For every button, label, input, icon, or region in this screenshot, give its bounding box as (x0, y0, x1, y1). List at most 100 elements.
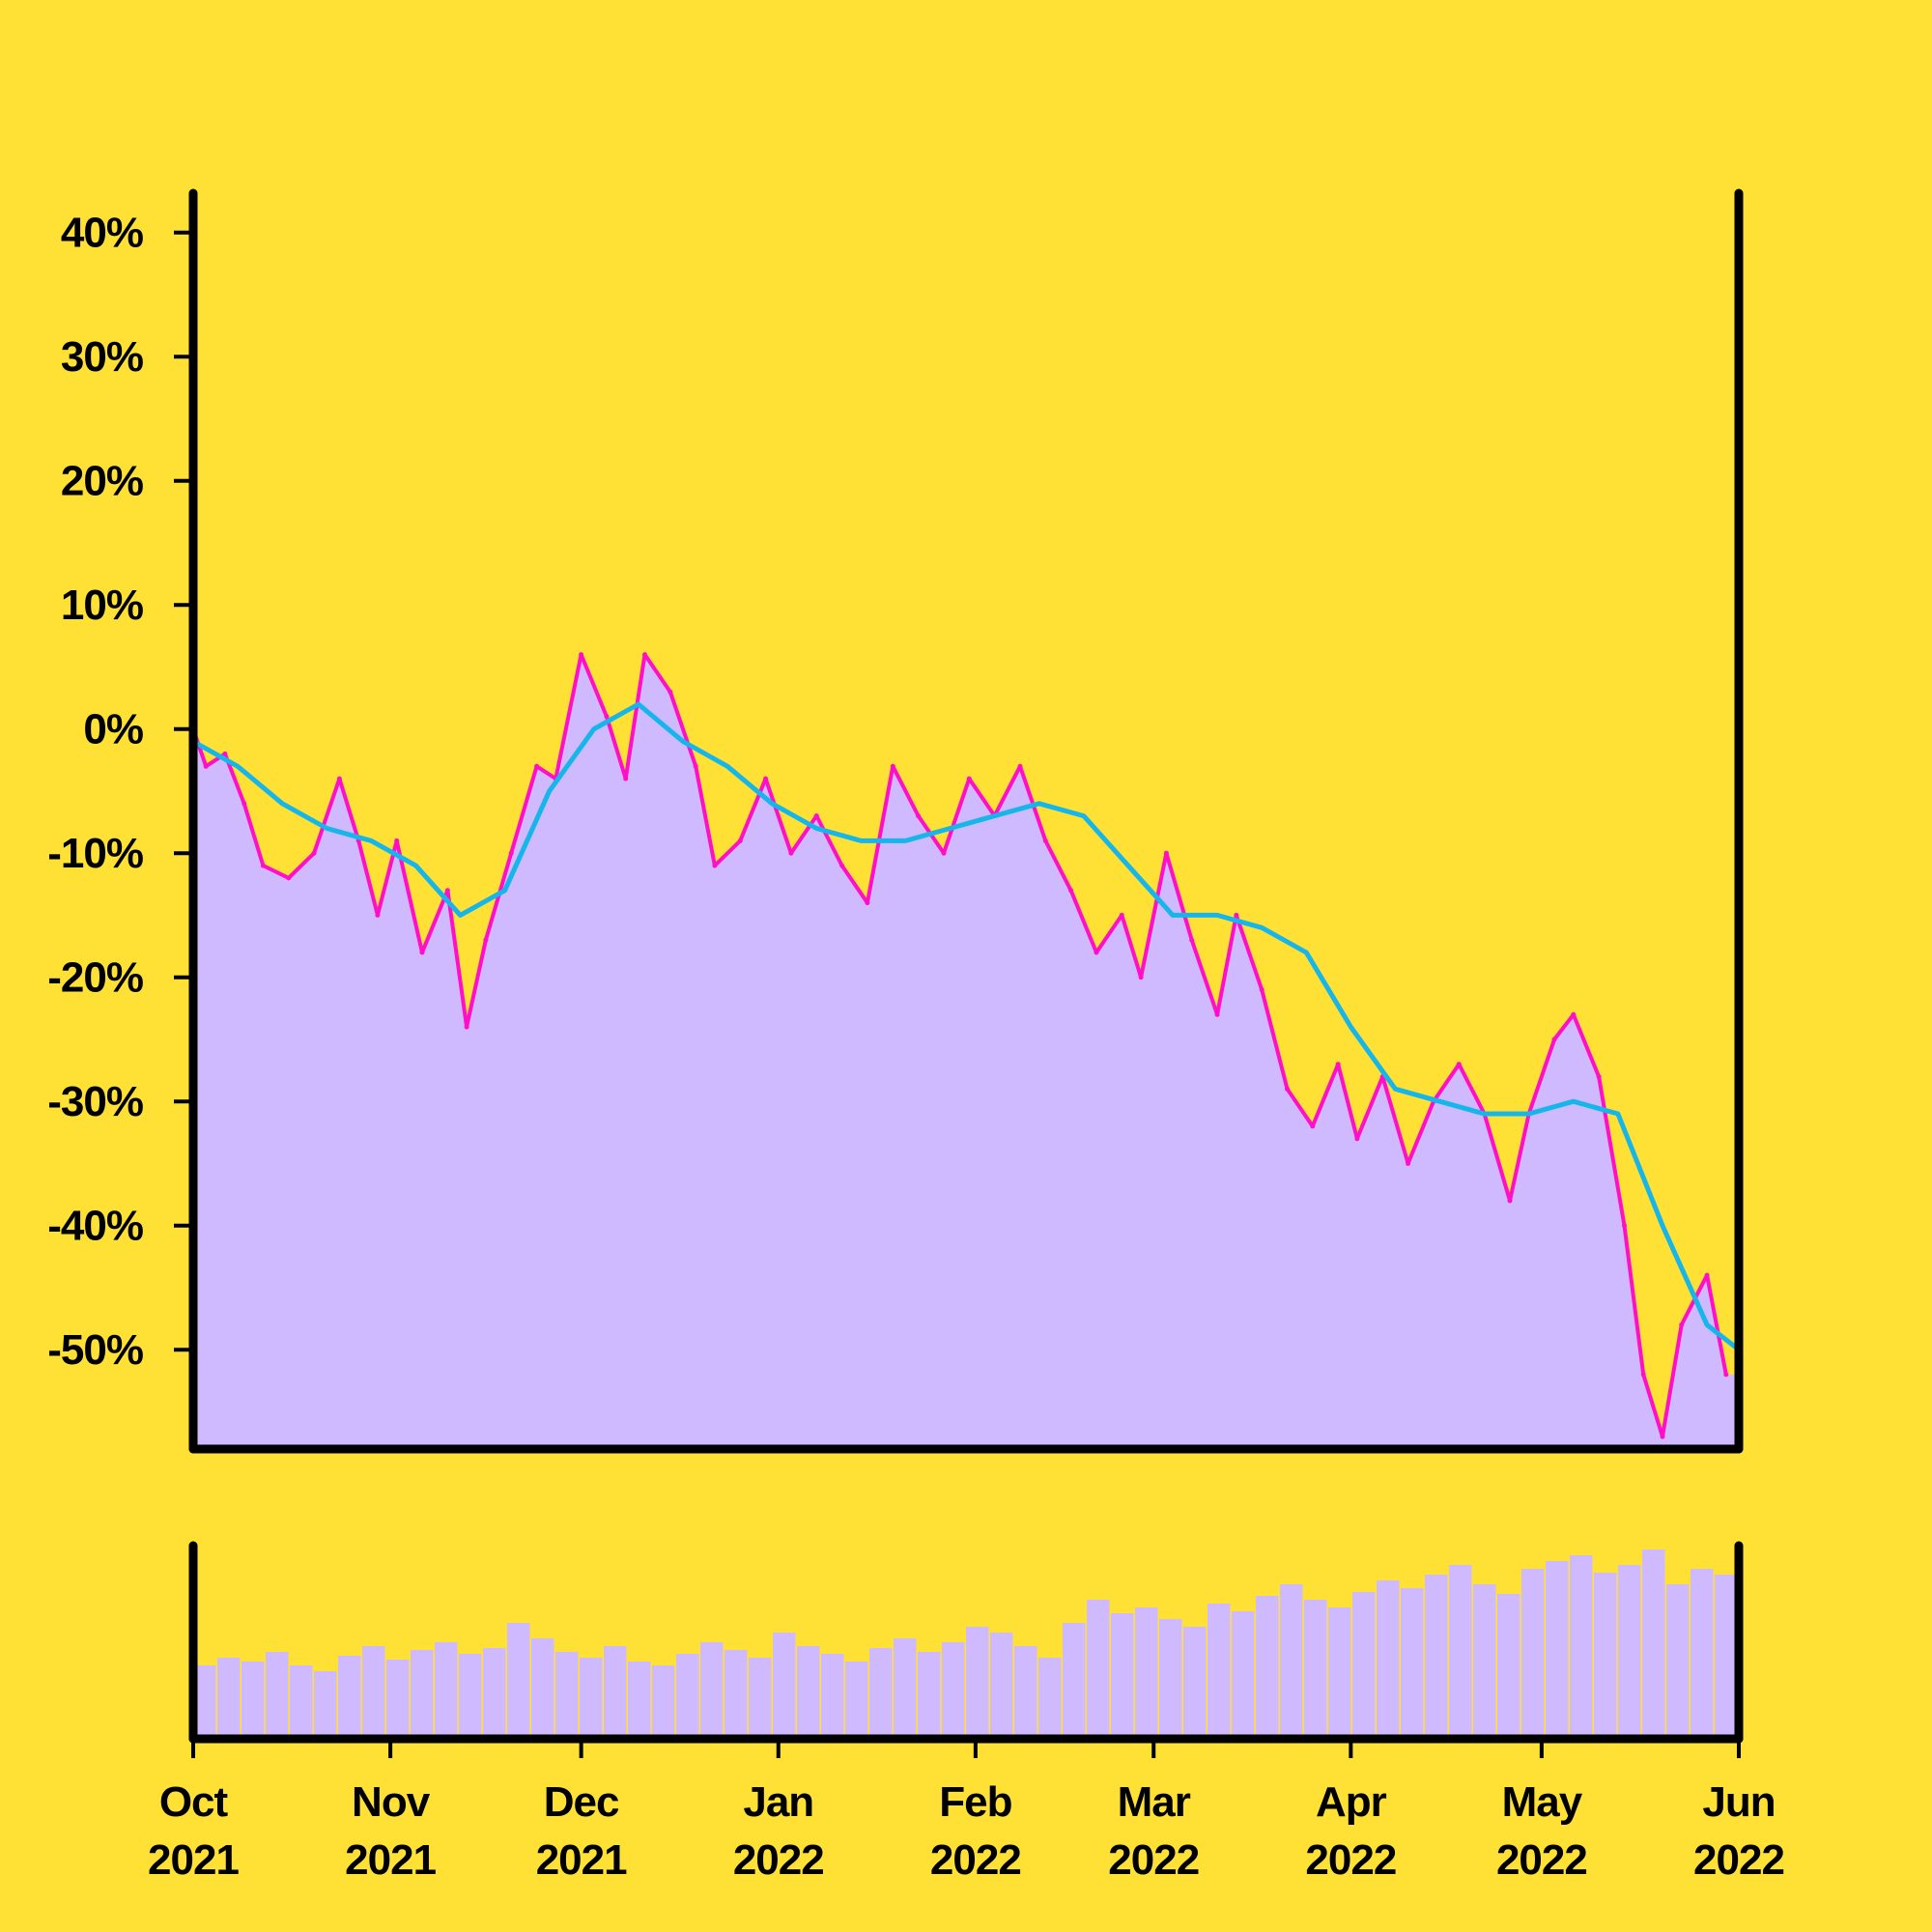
price-point (1335, 1062, 1341, 1067)
volume-bar (1038, 1658, 1062, 1739)
price-point (375, 912, 381, 918)
price-point (916, 813, 922, 819)
volume-bar (1570, 1555, 1593, 1739)
volume-bar (700, 1642, 724, 1739)
price-point (1310, 1123, 1316, 1129)
volume-bar (676, 1654, 699, 1739)
x-tick-month: Jun (1702, 1778, 1775, 1826)
price-point (1723, 1372, 1729, 1378)
y-tick-label: -50% (47, 1326, 143, 1374)
price-point (1285, 1086, 1290, 1092)
volume-bar (1715, 1575, 1738, 1739)
price-point (763, 776, 769, 781)
y-tick-label: 40% (61, 210, 143, 257)
volume-bar (604, 1646, 627, 1739)
x-tick-month: Dec (544, 1778, 619, 1826)
volume-bar (338, 1656, 361, 1739)
volume-bar (459, 1654, 482, 1739)
volume-bar (386, 1660, 410, 1739)
price-point (1507, 1198, 1513, 1204)
volume-bar (1449, 1565, 1472, 1739)
price-point (1354, 1136, 1360, 1142)
volume-bar (869, 1648, 893, 1739)
volume-bar (1232, 1611, 1255, 1739)
volume-bar (797, 1646, 820, 1739)
x-tick-month: Oct (159, 1778, 229, 1826)
x-tick-year: 2022 (1693, 1836, 1784, 1884)
volume-bar (652, 1665, 675, 1739)
volume-bar (507, 1623, 530, 1739)
price-point (668, 689, 673, 695)
price-point (242, 801, 247, 807)
x-tick-month: Nov (352, 1778, 431, 1826)
price-point (966, 776, 972, 781)
x-tick-month: Apr (1316, 1778, 1387, 1826)
y-tick-label: 0% (83, 706, 143, 753)
x-tick-year: 2022 (930, 1836, 1021, 1884)
price-point (1660, 1434, 1665, 1439)
volume-bar (1497, 1594, 1520, 1739)
x-tick-year: 2022 (1496, 1836, 1587, 1884)
volume-bar (1642, 1549, 1665, 1739)
volume-bar (1256, 1596, 1279, 1739)
price-point (788, 850, 794, 856)
y-tick-label: 10% (61, 582, 143, 629)
volume-bar (1546, 1561, 1569, 1739)
price-point (203, 763, 209, 769)
volume-bar (362, 1646, 385, 1739)
volume-bar (1087, 1600, 1110, 1739)
x-tick-month: Mar (1118, 1778, 1191, 1826)
volume-bar (1159, 1619, 1182, 1739)
y-tick-label: -40% (47, 1203, 143, 1250)
y-tick-label: -20% (47, 954, 143, 1002)
volume-bar (290, 1665, 313, 1739)
volume-bar (894, 1638, 917, 1739)
x-tick-month: Feb (939, 1778, 1011, 1826)
price-point (1622, 1223, 1627, 1229)
x-tick-year: 2021 (536, 1836, 627, 1884)
price-point (623, 776, 629, 781)
volume-bar (821, 1654, 844, 1739)
volume-bar (966, 1627, 989, 1739)
price-point (1571, 1011, 1577, 1017)
price-point (693, 763, 698, 769)
price-point (642, 652, 647, 658)
x-tick-year: 2022 (733, 1836, 824, 1884)
price-point (1679, 1322, 1685, 1327)
volume-bar (1690, 1569, 1714, 1739)
moving-average-layer (190, 701, 1742, 1352)
price-point (890, 763, 895, 769)
price-point (1214, 1011, 1220, 1017)
volume-bar (1401, 1588, 1424, 1739)
volume-bar (1377, 1580, 1400, 1739)
volume-bar (314, 1671, 337, 1739)
volume-bar (1328, 1607, 1351, 1739)
price-point (534, 763, 540, 769)
price-point (419, 950, 425, 955)
volume-bar (1425, 1575, 1448, 1739)
volume-bar (483, 1648, 506, 1739)
volume-bar (1618, 1565, 1641, 1739)
price-point (1119, 912, 1124, 918)
volume-bar (555, 1652, 579, 1739)
volume-bar (1473, 1584, 1496, 1739)
price-point (1259, 987, 1264, 992)
volume-bar (217, 1658, 241, 1739)
volume-bar (1208, 1604, 1231, 1739)
price-point (579, 652, 584, 658)
price-area-layer (193, 654, 1739, 1449)
volume-bar (1594, 1573, 1617, 1739)
volume-bar (435, 1642, 458, 1739)
volume-bar (1280, 1584, 1303, 1739)
y-axis-ticks: 40% 30% 20% 10% 0% -10% -20% -30% -40% -50% (47, 210, 193, 1374)
price-area (193, 654, 1739, 1449)
axes-layer (188, 188, 1744, 1744)
price-point (286, 875, 292, 881)
price-point (336, 776, 342, 781)
price-point (1406, 1161, 1411, 1166)
price-point (1068, 888, 1074, 894)
y-tick-label: 30% (61, 333, 143, 381)
price-point (483, 937, 489, 943)
x-tick-year: 2021 (345, 1836, 436, 1884)
volume-bar (580, 1658, 603, 1739)
